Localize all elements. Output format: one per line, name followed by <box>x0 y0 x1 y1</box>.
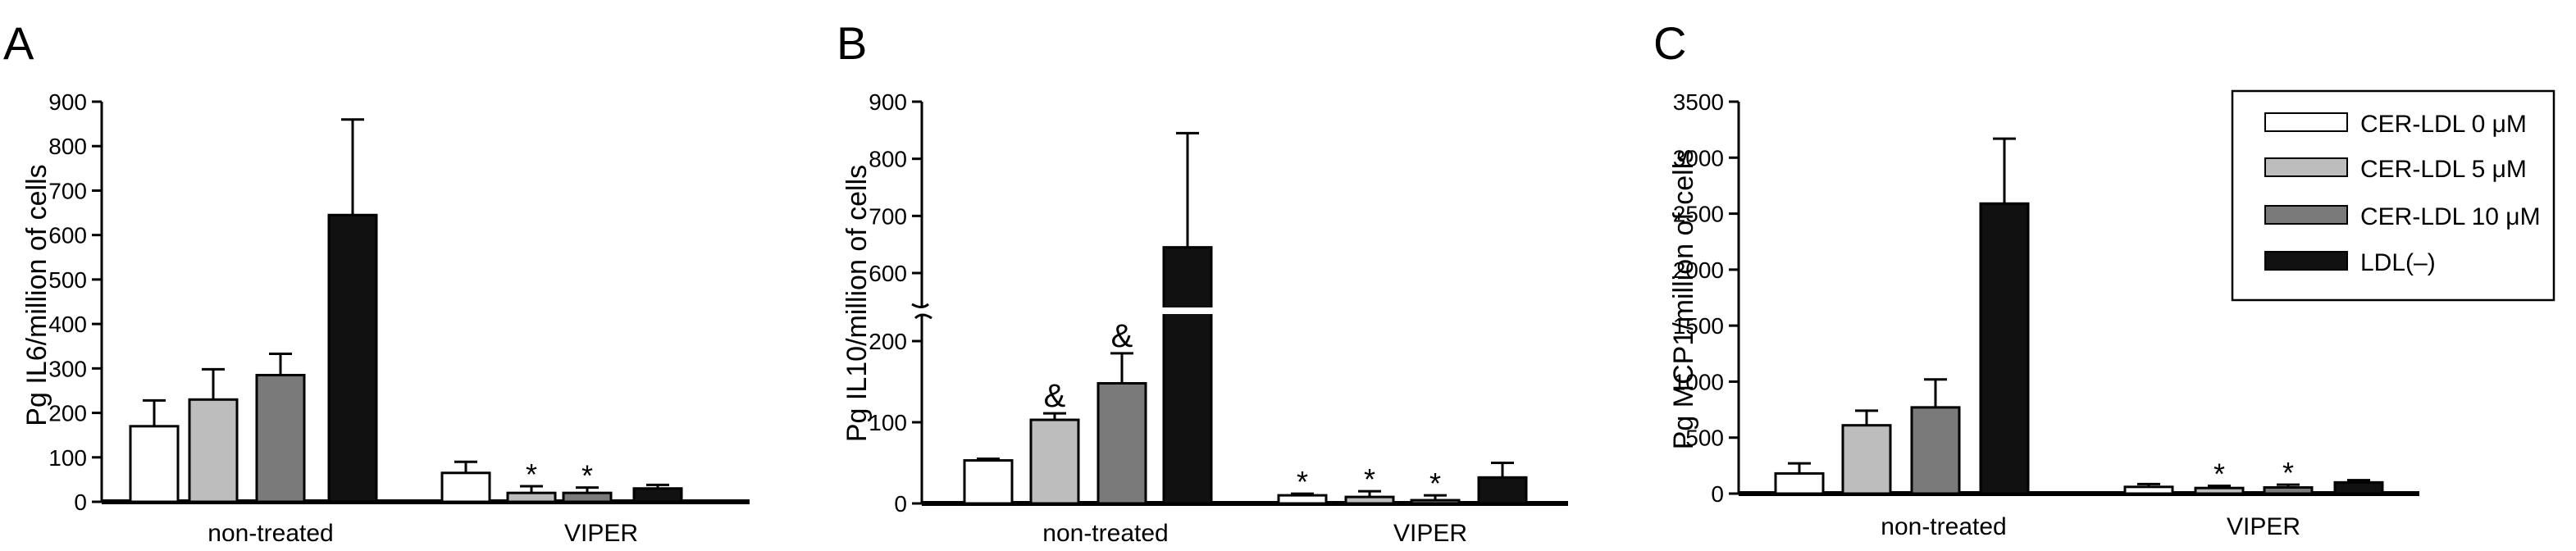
panel-a: A Pg IL6/million of cells 0 100 200 300 400 5… <box>3 17 750 547</box>
bar <box>963 459 1014 505</box>
y-tick-label: 2500 <box>1673 202 1724 227</box>
bar <box>2123 485 2174 495</box>
y-tick-label: 600 <box>48 223 87 248</box>
x-axis <box>922 501 1568 506</box>
panel-c-category-viper: VIPER <box>2227 513 2300 540</box>
x-axis <box>1739 491 2419 496</box>
axis-break-mark-lower <box>914 313 932 320</box>
significance-asterisk: * <box>581 459 593 493</box>
bar <box>1841 424 1892 495</box>
bar <box>506 491 557 503</box>
y-tick-label: 800 <box>869 147 907 172</box>
y-tick-label: 500 <box>1685 426 1724 451</box>
bar <box>2194 486 2245 495</box>
bar <box>632 487 683 503</box>
legend: CER-LDL 0 μM CER-LDL 5 μM CER-LDL 10 μM … <box>2231 89 2555 302</box>
bar <box>327 213 378 503</box>
panel-a-category-non-treated: non-treated <box>207 520 333 547</box>
legend-label-0: CER-LDL 0 μM <box>2360 111 2527 138</box>
axis-break-mark-upper <box>911 303 929 308</box>
bar <box>1774 471 1825 495</box>
panel-b: B Pg IL10/million of cells 0 100 200 600 700… <box>837 17 1750 547</box>
bar <box>1097 381 1147 505</box>
y-tick-label: 200 <box>869 329 907 354</box>
bar <box>255 373 306 503</box>
y-tick-label: 2000 <box>1673 257 1724 283</box>
bar <box>1344 495 1395 505</box>
y-tick-label: 0 <box>74 490 87 515</box>
significance-asterisk: * <box>2282 456 2294 490</box>
significance-asterisk: * <box>1364 462 1375 496</box>
y-tick-label: 3000 <box>1673 145 1724 171</box>
bar <box>440 471 491 503</box>
y-tick-label: 3500 <box>1673 89 1724 115</box>
panel-c: C Pg MCP1/million of cells 0 500 1000 1500 2… <box>1653 17 2419 540</box>
panel-b-letter: B <box>837 17 867 69</box>
y-tick-label: 100 <box>48 445 87 471</box>
axis-break-gap <box>905 307 1750 314</box>
y-tick-label: 900 <box>869 89 907 115</box>
significance-asterisk: * <box>1297 465 1308 499</box>
significance-asterisk: * <box>1429 467 1441 500</box>
y-tick-label: 400 <box>48 312 87 337</box>
significance-ampersand: & <box>1044 378 1066 414</box>
bar <box>2333 480 2384 495</box>
y-tick-label: 200 <box>48 401 87 426</box>
y-tick-label: 500 <box>48 267 87 293</box>
x-axis <box>102 499 750 504</box>
significance-asterisk: * <box>2214 457 2225 490</box>
bar <box>1410 499 1461 505</box>
bar <box>1277 494 1328 505</box>
bar <box>188 398 239 503</box>
bar <box>1162 246 1213 505</box>
panel-a-ylabel: Pg IL6/million of cells <box>21 164 52 426</box>
significance-asterisk: * <box>526 458 537 491</box>
panel-a-category-viper: VIPER <box>564 520 638 547</box>
y-tick-label: 700 <box>869 203 907 229</box>
significance-ampersand: & <box>1111 318 1133 354</box>
legend-swatch-3 <box>2264 251 2348 271</box>
bar <box>1477 476 1528 505</box>
y-tick-label: 1500 <box>1673 313 1724 339</box>
legend-swatch-0 <box>2264 112 2348 132</box>
panel-b-marks: 0 100 200 600 700 800 900 * & * & * <box>869 89 1750 517</box>
panel-c-category-non-treated: non-treated <box>1881 513 2006 540</box>
y-tick-label: 700 <box>48 178 87 203</box>
bar <box>2263 485 2314 495</box>
legend-swatch-2 <box>2264 205 2348 225</box>
legend-label-2: CER-LDL 10 μM <box>2360 203 2541 230</box>
y-tick-label: 1000 <box>1673 369 1724 394</box>
panel-b-category-viper: VIPER <box>1393 520 1467 547</box>
panel-b-ylabel: Pg IL10/million of cells <box>841 165 873 442</box>
bar <box>1979 202 2030 495</box>
panel-c-ylabel: Pg MCP1/million of cells <box>1668 149 1699 450</box>
legend-label-3: LDL(–) <box>2360 249 2436 276</box>
y-tick-label: 800 <box>48 134 87 159</box>
panel-a-letter: A <box>3 17 34 69</box>
legend-label-1: CER-LDL 5 μM <box>2360 156 2527 183</box>
bar <box>562 491 613 503</box>
legend-swatch-1 <box>2264 157 2348 177</box>
bar <box>129 425 180 503</box>
panel-c-letter: C <box>1653 17 1686 69</box>
y-tick-label: 0 <box>894 491 907 517</box>
y-tick-label: 600 <box>869 261 907 286</box>
panel-c-marks: 0 500 1000 1500 2000 2500 3000 3500 * * <box>1673 89 2419 507</box>
y-tick-label: 100 <box>869 410 907 435</box>
panel-a-marks: 0 100 200 300 400 500 600 700 800 900 * * <box>48 89 750 515</box>
bar <box>1910 406 1961 495</box>
bar <box>1029 418 1080 505</box>
panel-b-category-non-treated: non-treated <box>1042 520 1168 547</box>
y-tick-label: 900 <box>48 89 87 115</box>
y-tick-label: 0 <box>1711 481 1724 507</box>
y-tick-label: 300 <box>48 356 87 381</box>
